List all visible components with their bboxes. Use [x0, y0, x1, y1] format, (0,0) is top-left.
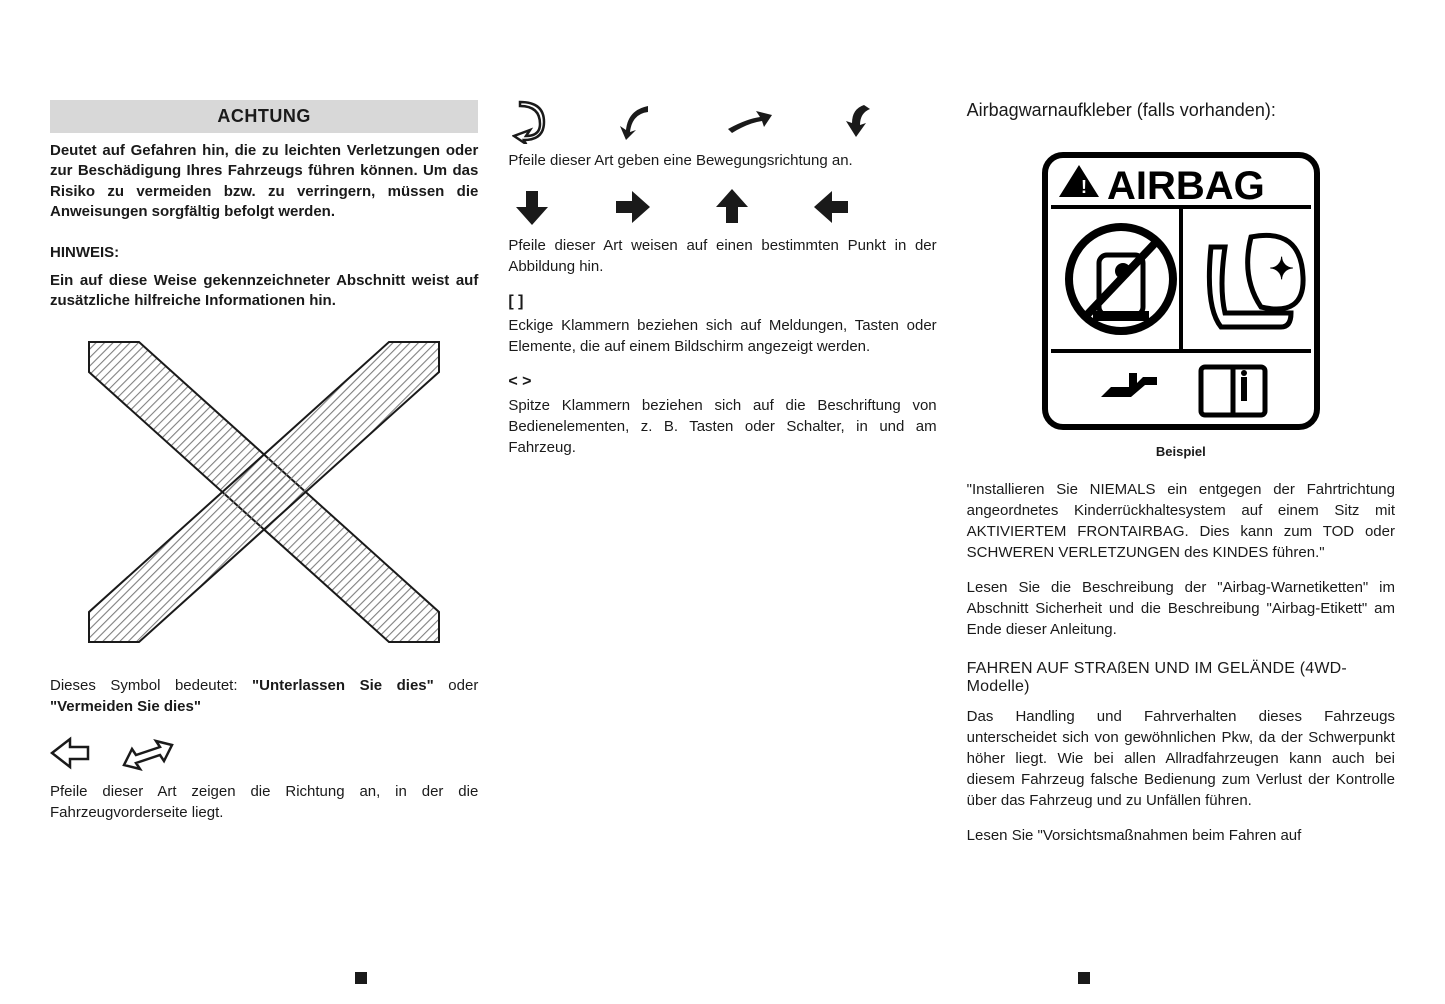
footer-crop-marks	[0, 972, 1445, 984]
front-arrow-icons	[50, 735, 478, 771]
crop-mark-icon	[1078, 972, 1090, 984]
square-bracket-symbol: [ ]	[508, 293, 936, 311]
solid-arrow-down-icon	[512, 187, 552, 227]
airbag-warning-text: "Installieren Sie NIEMALS ein entgegen d…	[967, 479, 1395, 563]
angle-bracket-symbol: < >	[508, 373, 936, 391]
point-arrow-caption: Pfeile dieser Art weisen auf einen besti…	[508, 235, 936, 277]
outline-arrow-zigzag-icon	[120, 735, 176, 771]
caption-bold-2: "Vermeiden Sie dies"	[50, 698, 201, 715]
caution-body: Deutet auf Gefahren hin, die zu leichten…	[50, 141, 478, 222]
solid-arrow-right-icon	[612, 187, 652, 227]
down-curve-arrow-icon	[844, 103, 878, 141]
caution-box: ACHTUNG	[50, 100, 478, 133]
outline-arrow-left-icon	[50, 735, 96, 771]
svg-text:!: !	[1081, 177, 1087, 197]
solid-arrow-left-icon	[812, 187, 852, 227]
airbag-read-text: Lesen Sie die Beschreibung der "Airbag-W…	[967, 577, 1395, 640]
driving-subsection-heading: FAHREN AUF STRAßEN UND IM GELÄNDE (4WD-M…	[967, 660, 1395, 696]
square-bracket-text: Eckige Klammern beziehen sich auf Meldun…	[508, 315, 936, 357]
caption-prefix: Dieses Symbol bedeutet:	[50, 677, 252, 694]
read-precautions-text: Lesen Sie "Vorsichtsmaßnahmen beim Fahre…	[967, 825, 1395, 846]
airbag-caption: Beispiel	[967, 444, 1395, 459]
curved-arrow-1-icon	[512, 100, 546, 144]
caption-bold-1: "Unterlassen Sie dies"	[252, 677, 434, 694]
column-right: Airbagwarnaufkleber (falls vorhanden): !…	[967, 100, 1395, 860]
x-symbol-figure	[84, 337, 444, 647]
angle-bracket-text: Spitze Klammern beziehen sich auf die Be…	[508, 395, 936, 458]
column-middle: Pfeile dieser Art geben eine Bewegungsri…	[508, 100, 936, 860]
motion-arrow-icons	[508, 100, 936, 144]
caution-title: ACHTUNG	[217, 106, 311, 126]
caption-mid: oder	[434, 677, 479, 694]
curved-arrow-2-icon	[616, 102, 656, 142]
motion-arrow-caption: Pfeile dieser Art geben eine Bewegungsri…	[508, 150, 936, 171]
x-symbol-caption: Dieses Symbol bedeutet: "Unterlassen Sie…	[50, 675, 478, 717]
note-label: HINWEIS:	[50, 244, 478, 261]
airbag-heading: Airbagwarnaufkleber (falls vorhanden):	[967, 100, 1395, 121]
airbag-word: AIRBAG	[1107, 164, 1265, 208]
point-arrow-icons	[508, 187, 936, 227]
solid-arrow-up-icon	[712, 187, 752, 227]
swoosh-arrow-icon	[726, 107, 774, 137]
svg-text:✦: ✦	[1269, 253, 1294, 286]
handling-text: Das Handling und Fahrverhalten dieses Fa…	[967, 706, 1395, 811]
airbag-warning-label: ! AIRBAG ✦	[1041, 151, 1321, 436]
front-arrow-caption: Pfeile dieser Art zeigen die Richtung an…	[50, 781, 478, 823]
note-body: Ein auf diese Weise gekennzeichneter Abs…	[50, 271, 478, 312]
crop-mark-icon	[355, 972, 367, 984]
page-content: ACHTUNG Deutet auf Gefahren hin, die zu …	[50, 100, 1395, 860]
column-left: ACHTUNG Deutet auf Gefahren hin, die zu …	[50, 100, 478, 860]
